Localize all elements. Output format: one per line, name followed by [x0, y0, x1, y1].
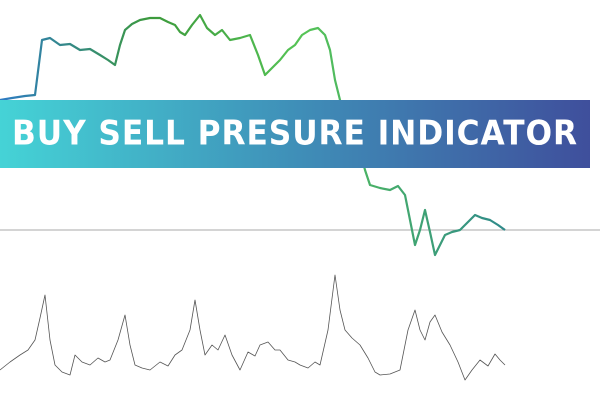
banner [0, 100, 590, 168]
banner-title: BUY SELL PRESURE INDICATOR [12, 114, 578, 154]
indicator-line [0, 274, 506, 381]
price-line [0, 13, 506, 257]
